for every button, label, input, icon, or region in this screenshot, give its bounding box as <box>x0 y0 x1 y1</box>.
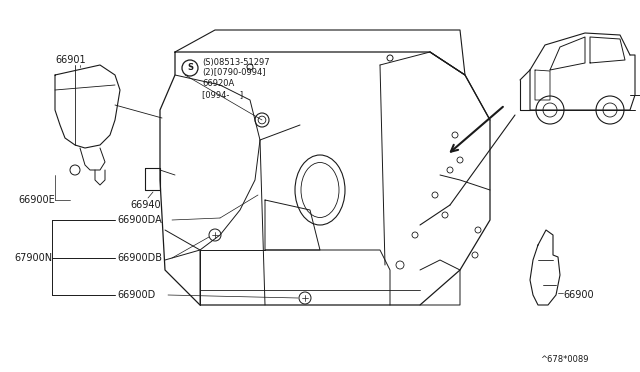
Text: ^678*0089: ^678*0089 <box>540 356 589 365</box>
Text: 67900N: 67900N <box>14 253 52 263</box>
Text: (S)08513-51297: (S)08513-51297 <box>202 58 269 67</box>
Text: (2)[0790-0994]: (2)[0790-0994] <box>202 68 266 77</box>
Text: 66940: 66940 <box>130 200 161 210</box>
Text: 66900: 66900 <box>563 290 594 300</box>
Text: [0994-    ]: [0994- ] <box>202 90 243 99</box>
Text: 66901: 66901 <box>55 55 86 65</box>
Text: 66900DA: 66900DA <box>117 215 162 225</box>
Text: 66900E: 66900E <box>18 195 55 205</box>
Text: 66900DB: 66900DB <box>117 253 162 263</box>
Text: 66920A: 66920A <box>202 80 234 89</box>
Text: S: S <box>187 64 193 73</box>
Text: 66900D: 66900D <box>117 290 156 300</box>
